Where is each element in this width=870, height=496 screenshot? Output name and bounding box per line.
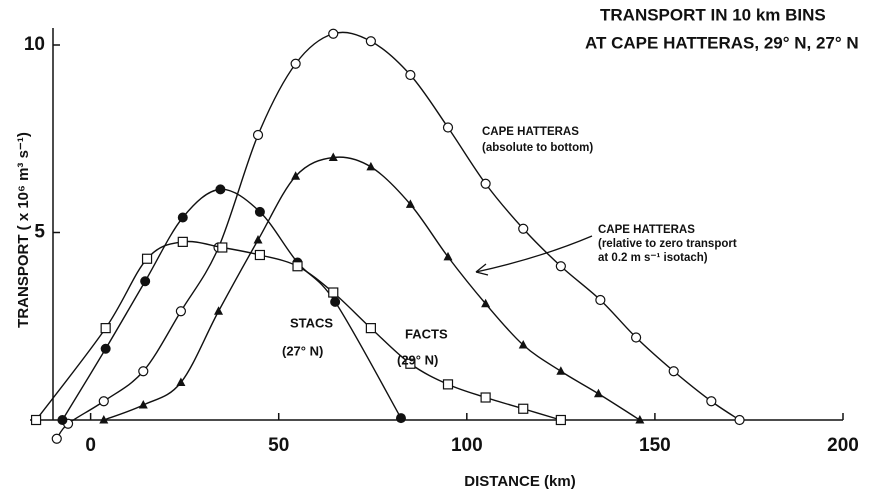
point	[395, 413, 406, 424]
y-axis-label: TRANSPORT ( x 10⁶ m³ s⁻¹)	[15, 132, 32, 328]
point	[214, 306, 224, 315]
point	[176, 377, 186, 386]
point	[177, 236, 188, 247]
annotation: CAPE HATTERAS	[482, 126, 579, 138]
x-tick-label: 100	[451, 435, 483, 456]
point	[292, 261, 303, 272]
point	[595, 294, 606, 306]
annotation: (relative to zero transport	[598, 238, 737, 250]
series-line	[61, 188, 402, 421]
series-line	[103, 156, 641, 421]
point	[253, 235, 263, 244]
point	[405, 199, 415, 208]
point	[328, 287, 339, 298]
point	[252, 129, 264, 141]
annotation: (absolute to bottom)	[482, 142, 593, 154]
point	[555, 414, 566, 426]
point	[734, 414, 745, 426]
point	[593, 388, 603, 398]
annotation: STACS	[290, 315, 333, 330]
point	[518, 403, 529, 414]
point	[51, 433, 62, 444]
x-tick-label: 50	[268, 435, 289, 456]
chart-title: TRANSPORT IN 10 km BINS	[600, 5, 826, 24]
point	[405, 69, 416, 81]
point	[175, 306, 187, 317]
arrow-head	[475, 263, 489, 276]
point	[290, 58, 301, 69]
point	[481, 298, 491, 308]
point	[99, 415, 109, 424]
annotation: (27° N)	[282, 343, 323, 358]
point	[518, 340, 528, 349]
point	[405, 358, 416, 369]
point	[328, 28, 339, 39]
point	[254, 249, 266, 261]
point	[556, 366, 566, 375]
point	[518, 223, 529, 234]
annotation: FACTS	[405, 326, 448, 341]
point	[480, 392, 491, 403]
x-tick-label: 150	[639, 435, 671, 456]
point	[30, 414, 42, 426]
point	[330, 296, 341, 307]
point	[98, 396, 109, 407]
point	[328, 152, 338, 161]
annotation: (29° N)	[397, 352, 438, 367]
y-tick-label: 10	[24, 34, 45, 55]
point	[630, 332, 642, 343]
point	[365, 36, 376, 47]
point	[215, 184, 226, 195]
x-tick-label: 200	[827, 435, 859, 456]
point	[141, 253, 153, 264]
point	[57, 415, 68, 425]
point	[138, 366, 149, 377]
series-line	[56, 31, 740, 440]
point	[442, 122, 454, 133]
point	[668, 366, 679, 377]
point	[254, 206, 265, 217]
point	[442, 379, 454, 390]
point	[140, 276, 151, 287]
series-line	[35, 240, 562, 421]
point	[443, 251, 453, 261]
point	[291, 171, 301, 180]
annotation-arrow	[475, 235, 593, 273]
point	[177, 212, 188, 223]
chart-title: AT CAPE HATTERAS, 29° N, 27° N	[585, 33, 859, 52]
point	[480, 178, 491, 189]
point	[100, 343, 111, 354]
point	[706, 396, 717, 407]
annotation: CAPE HATTERAS	[598, 224, 695, 236]
point	[100, 323, 111, 334]
x-axis-label: DISTANCE (km)	[464, 473, 575, 490]
point	[635, 415, 645, 424]
annotation: at 0.2 m s⁻¹ isotach)	[598, 252, 708, 264]
point	[366, 161, 376, 171]
point	[555, 261, 566, 272]
point	[365, 323, 376, 334]
x-tick-label: 0	[85, 435, 96, 456]
y-tick-label: 5	[34, 222, 45, 243]
point	[217, 242, 228, 253]
point	[138, 400, 148, 409]
